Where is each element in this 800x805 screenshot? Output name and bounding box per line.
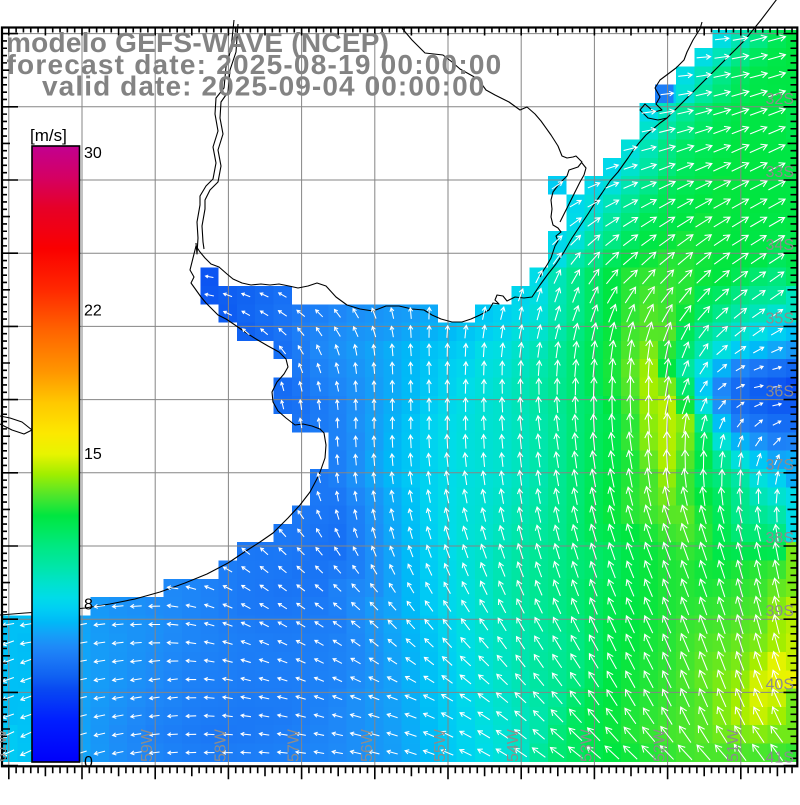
svg-text:30: 30 xyxy=(84,145,102,162)
svg-text:53W: 53W xyxy=(578,728,595,762)
svg-text:40S: 40S xyxy=(766,676,794,693)
svg-text:15: 15 xyxy=(84,446,102,463)
svg-text:57W: 57W xyxy=(286,728,303,762)
svg-text:34S: 34S xyxy=(766,237,794,254)
svg-text:[m/s]: [m/s] xyxy=(30,126,67,145)
svg-text:56W: 56W xyxy=(359,728,376,762)
svg-text:35S: 35S xyxy=(766,310,794,327)
svg-text:51W: 51W xyxy=(725,728,742,762)
svg-text:41S: 41S xyxy=(766,750,794,767)
svg-text:54W: 54W xyxy=(505,728,522,762)
svg-text:22: 22 xyxy=(84,302,102,319)
svg-text:38S: 38S xyxy=(766,530,794,547)
svg-text:59W: 59W xyxy=(139,728,156,762)
svg-text:61W: 61W xyxy=(0,728,10,762)
svg-text:36S: 36S xyxy=(766,384,794,401)
svg-text:52W: 52W xyxy=(652,728,669,762)
svg-text:55W: 55W xyxy=(432,728,449,762)
svg-text:33S: 33S xyxy=(766,164,794,181)
svg-text:32S: 32S xyxy=(766,91,794,108)
svg-text:37S: 37S xyxy=(766,457,794,474)
svg-text:forecast date: 2025-08-19 00:0: forecast date: 2025-08-19 00:00:00 xyxy=(7,49,503,80)
svg-text:valid date: 2025-09-04 00:00:0: valid date: 2025-09-04 00:00:00 xyxy=(42,71,485,102)
svg-text:8: 8 xyxy=(84,597,93,614)
svg-text:58W: 58W xyxy=(212,728,229,762)
svg-text:39S: 39S xyxy=(766,603,794,620)
svg-text:modelo GEFS-WAVE (NCEP): modelo GEFS-WAVE (NCEP) xyxy=(6,27,389,58)
svg-text:0: 0 xyxy=(84,754,93,771)
